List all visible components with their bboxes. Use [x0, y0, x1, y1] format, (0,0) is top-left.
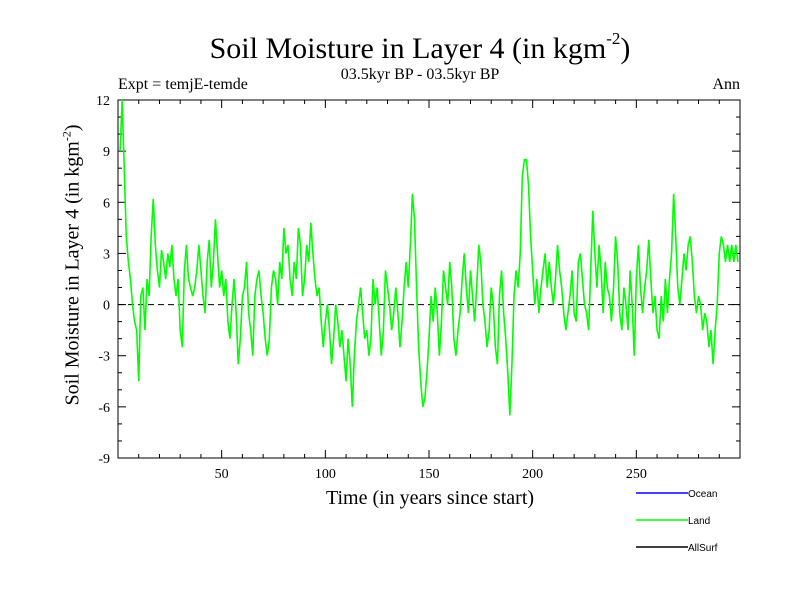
chart-title-main: Soil Moisture in Layer 4 (in kgm	[209, 32, 607, 65]
chart-title-exponent: -2	[606, 29, 621, 48]
legend-label-land: Land	[688, 516, 710, 527]
y-tick-label: -3	[98, 350, 110, 365]
legend-label-allsurf: AllSurf	[688, 543, 718, 554]
y-tick-label: 0	[103, 299, 110, 314]
x-tick-label: 150	[419, 467, 440, 482]
y-tick-label: 12	[96, 94, 110, 109]
series-line-land	[119, 100, 739, 416]
y-tick-label: 9	[103, 145, 110, 160]
series-group	[119, 100, 739, 416]
legend: Ocean Land AllSurf	[636, 489, 718, 554]
x-tick-label: 100	[315, 467, 336, 482]
chart-title: Soil Moisture in Layer 4 (in kgm-2)	[0, 29, 800, 66]
legend-label-ocean: Ocean	[688, 489, 717, 500]
x-tick-label: 200	[522, 467, 543, 482]
x-tick-label: 250	[626, 467, 647, 482]
experiment-label: Expt = temjE-temde	[118, 76, 248, 93]
x-tick-label: 50	[215, 467, 229, 482]
chart-title-close: )	[620, 32, 631, 65]
y-tick-label: -9	[98, 452, 110, 467]
y-tick-label: -6	[98, 401, 110, 416]
y-tick-label: 3	[103, 247, 110, 262]
y-tick-label: 6	[103, 196, 110, 211]
season-label: Ann	[712, 76, 740, 93]
axes-group: 50 100 150 200 250 -9 -6 -3 0 3 6 9 12	[96, 94, 741, 482]
chart-subtitle: 03.5kyr BP - 03.5kyr BP	[340, 66, 500, 83]
x-axis-label: Time (in years since start)	[325, 487, 535, 509]
